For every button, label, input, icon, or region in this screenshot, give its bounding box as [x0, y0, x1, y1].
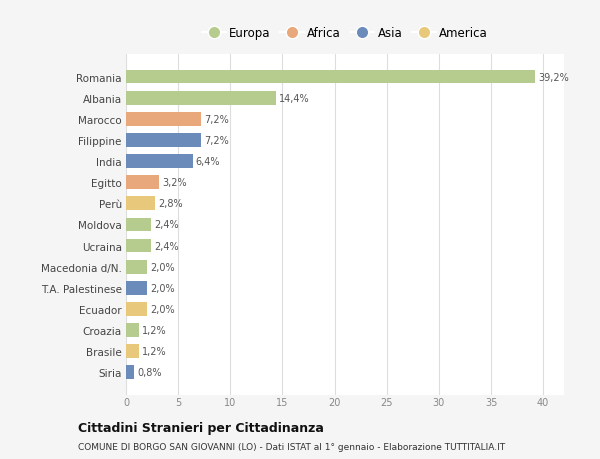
Text: 2,0%: 2,0% [150, 304, 175, 314]
Text: 7,2%: 7,2% [204, 115, 229, 124]
Text: Cittadini Stranieri per Cittadinanza: Cittadini Stranieri per Cittadinanza [78, 421, 324, 434]
Bar [126, 345, 139, 358]
Text: 39,2%: 39,2% [538, 73, 569, 82]
Bar [126, 112, 201, 126]
Bar [126, 218, 151, 232]
Text: 0,8%: 0,8% [137, 368, 162, 377]
Text: 7,2%: 7,2% [204, 135, 229, 146]
Bar [126, 260, 147, 274]
Bar [126, 176, 160, 190]
Bar [126, 239, 151, 253]
Bar [126, 155, 193, 168]
Text: 2,4%: 2,4% [154, 241, 179, 251]
Bar [126, 366, 134, 379]
Text: 1,2%: 1,2% [142, 325, 166, 335]
Bar [126, 92, 276, 105]
Text: COMUNE DI BORGO SAN GIOVANNI (LO) - Dati ISTAT al 1° gennaio - Elaborazione TUTT: COMUNE DI BORGO SAN GIOVANNI (LO) - Dati… [78, 442, 505, 451]
Bar [126, 324, 139, 337]
Bar [126, 71, 535, 84]
Text: 3,2%: 3,2% [163, 178, 187, 188]
Bar [126, 197, 155, 211]
Text: 1,2%: 1,2% [142, 347, 166, 356]
Text: 2,8%: 2,8% [158, 199, 183, 209]
Text: 2,0%: 2,0% [150, 262, 175, 272]
Bar [126, 281, 147, 295]
Text: 2,0%: 2,0% [150, 283, 175, 293]
Bar [126, 302, 147, 316]
Legend: Europa, Africa, Asia, America: Europa, Africa, Asia, America [202, 27, 488, 40]
Text: 2,4%: 2,4% [154, 220, 179, 230]
Text: 6,4%: 6,4% [196, 157, 220, 167]
Bar [126, 134, 201, 147]
Text: 14,4%: 14,4% [280, 94, 310, 103]
